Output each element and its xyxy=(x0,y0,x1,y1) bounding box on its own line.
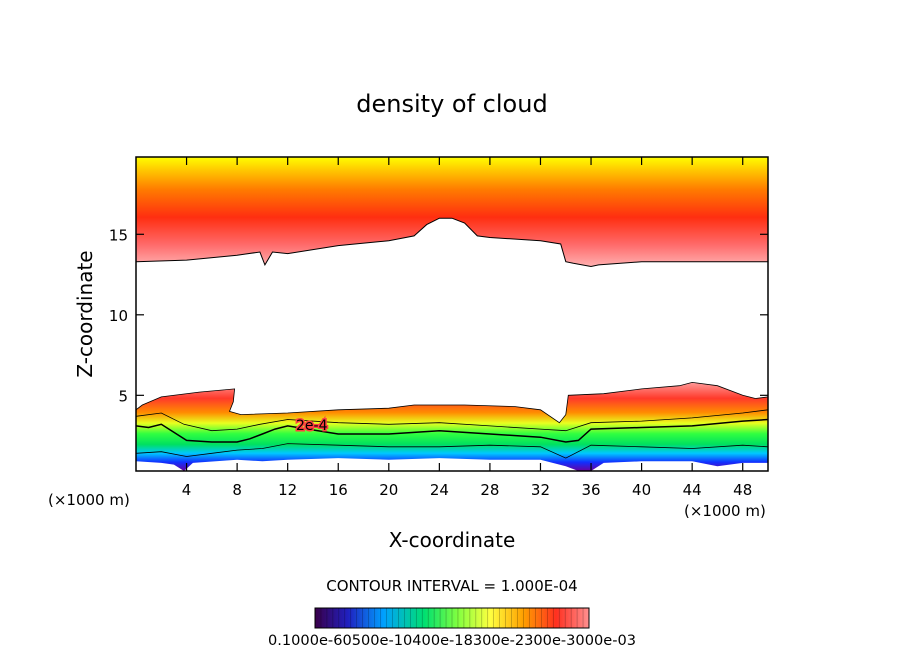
x-tick-label: 4 xyxy=(182,481,192,499)
x-tick-label: 48 xyxy=(733,481,752,499)
x-tick-label: 32 xyxy=(531,481,550,499)
chart-title: density of cloud xyxy=(356,90,547,118)
contour-label: 2e-4 xyxy=(296,418,328,434)
y-tick-label: 15 xyxy=(109,226,128,244)
x-unit-right: (×1000 m) xyxy=(684,502,766,520)
x-tick-label: 24 xyxy=(430,481,449,499)
x-tick-label: 44 xyxy=(683,481,702,499)
x-axis-label: X-coordinate xyxy=(389,528,516,552)
y-tick-label: 5 xyxy=(118,387,128,405)
plot-area xyxy=(136,157,768,471)
x-tick-label: 8 xyxy=(232,481,242,499)
lower-cloud-edge xyxy=(136,381,768,424)
contour-line-2e-4 xyxy=(136,418,768,443)
contour-line-3e-4 xyxy=(136,443,768,459)
y-axis-label: Z-coordinate xyxy=(73,250,97,377)
x-tick-label: 12 xyxy=(278,481,297,499)
colorbar xyxy=(314,607,590,629)
upper-cloud-fill xyxy=(136,157,768,267)
lower-cloud-fill xyxy=(136,382,768,471)
x-tick-label: 40 xyxy=(632,481,651,499)
contour-interval-label: CONTOUR INTERVAL = 1.000E-04 xyxy=(326,577,577,595)
upper-cloud-edge xyxy=(136,217,768,268)
y-axis-ticks: 5 10 15 xyxy=(109,226,768,405)
contour-line-1e-4 xyxy=(136,409,768,432)
colorbar-stripes xyxy=(320,608,584,628)
x-tick-label: 36 xyxy=(581,481,600,499)
x-unit-left: (×1000 m) xyxy=(48,491,130,509)
x-tick-label: 20 xyxy=(379,481,398,499)
colorbar-tick-labels: 0.1000e-60500e-10400e-18300e-2300e-3000e… xyxy=(268,633,636,649)
x-tick-label: 16 xyxy=(329,481,348,499)
x-axis-ticks: 4 8 12 16 20 24 28 32 36 40 44 48 xyxy=(182,157,752,499)
y-tick-label: 10 xyxy=(109,307,128,325)
x-tick-label: 28 xyxy=(480,481,499,499)
plot-frame xyxy=(135,156,769,472)
